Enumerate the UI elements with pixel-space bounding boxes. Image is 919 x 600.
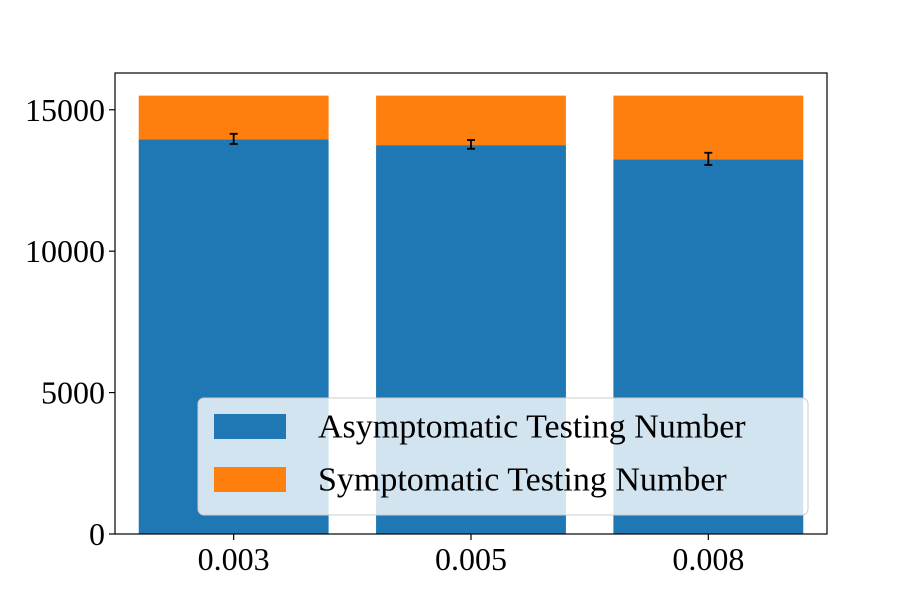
legend-swatch-0 <box>214 414 286 439</box>
legend-label-0: Asymptomatic Testing Number <box>318 409 746 446</box>
y-tick-label-0: 0 <box>89 516 105 552</box>
error-bar-1 <box>467 139 475 150</box>
bar-symptomatic-2 <box>613 95 804 160</box>
bar-symptomatic-1 <box>376 95 566 146</box>
y-tick-label-2: 10000 <box>25 233 105 269</box>
bar-symptomatic-0 <box>138 95 329 140</box>
x-tick-label-2: 0.008 <box>672 541 744 577</box>
error-bars-layer <box>229 132 713 166</box>
x-tick-label-0: 0.003 <box>198 541 270 577</box>
legend: Asymptomatic Testing Number Symptomatic T… <box>197 397 809 516</box>
legend-swatch-1 <box>214 467 286 492</box>
y-tick-label-1: 5000 <box>41 375 105 411</box>
x-tick-label-1: 0.005 <box>435 541 507 577</box>
y-axis: 0 5000 10000 15000 <box>25 92 115 552</box>
y-tick-label-3: 15000 <box>25 92 105 128</box>
error-bar-0 <box>229 132 238 145</box>
legend-label-1: Symptomatic Testing Number <box>318 462 727 499</box>
legend-box <box>197 397 809 516</box>
x-axis: 0.003 0.005 0.008 <box>198 534 744 577</box>
error-bar-2 <box>704 151 713 166</box>
